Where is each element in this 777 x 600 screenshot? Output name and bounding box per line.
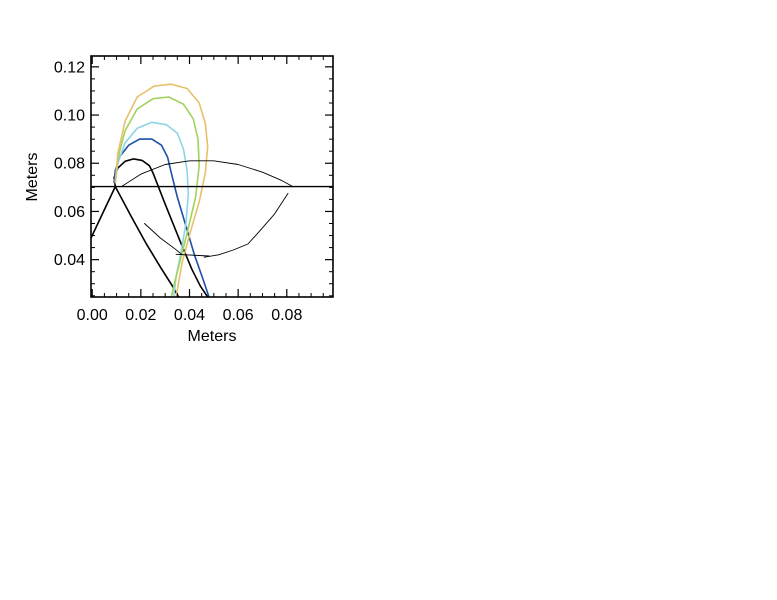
y-tick-label: 0.12 xyxy=(54,59,85,76)
y-axis-title: Meters xyxy=(24,153,41,202)
y-tick-label: 0.06 xyxy=(54,204,85,221)
y-tick-label: 0.08 xyxy=(54,156,85,173)
series-line-4 xyxy=(114,121,190,297)
series-line-5 xyxy=(114,96,200,297)
series-layer xyxy=(91,83,333,297)
x-tick-label: 0.04 xyxy=(174,307,205,324)
y-tick-label: 0.04 xyxy=(54,252,85,269)
series-line-6 xyxy=(114,83,209,297)
x-tick-label: 0.08 xyxy=(271,307,302,324)
tick-layer: 0.00 0.02 0.04 0.06 0.08 0.04 0.06 0.08 0.10 0.12 xyxy=(54,56,333,324)
series-line-11 xyxy=(175,253,210,257)
series-line-10 xyxy=(144,223,183,256)
x-tick-label: 0.00 xyxy=(77,307,108,324)
y-tick-label: 0.10 xyxy=(54,108,85,125)
series-line-9 xyxy=(203,192,289,258)
plot-frame xyxy=(90,55,334,298)
x-tick-label: 0.02 xyxy=(125,307,156,324)
x-tick-label: 0.06 xyxy=(223,307,254,324)
series-line-2 xyxy=(114,185,180,297)
x-axis-title: Meters xyxy=(188,328,237,345)
series-line-8 xyxy=(120,160,294,188)
